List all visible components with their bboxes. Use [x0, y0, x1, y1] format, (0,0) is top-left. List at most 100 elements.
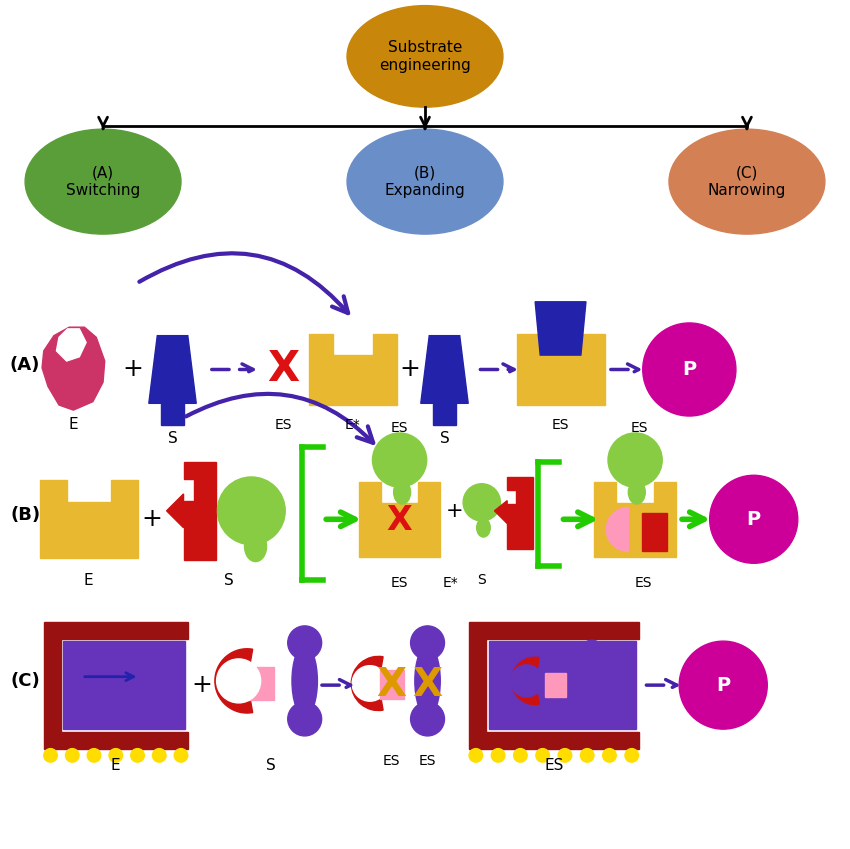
Polygon shape [469, 621, 638, 749]
Ellipse shape [288, 626, 321, 660]
Circle shape [65, 749, 79, 762]
Polygon shape [495, 501, 507, 524]
Text: (C): (C) [10, 672, 40, 690]
Polygon shape [507, 477, 533, 549]
Text: ES: ES [275, 418, 292, 431]
Polygon shape [546, 673, 566, 697]
Circle shape [491, 749, 505, 762]
Ellipse shape [288, 702, 321, 736]
Text: +: + [446, 501, 463, 520]
Circle shape [131, 749, 145, 762]
Ellipse shape [643, 323, 736, 416]
Circle shape [469, 749, 483, 762]
Polygon shape [167, 494, 184, 528]
Polygon shape [421, 335, 468, 403]
Polygon shape [359, 482, 440, 556]
Polygon shape [63, 641, 185, 729]
Text: E: E [84, 573, 94, 588]
Polygon shape [309, 334, 397, 405]
Wedge shape [606, 508, 628, 552]
Polygon shape [433, 403, 456, 424]
Circle shape [217, 659, 261, 703]
Text: (B)
Expanding: (B) Expanding [384, 166, 466, 198]
Ellipse shape [669, 129, 824, 234]
Ellipse shape [245, 531, 267, 561]
Ellipse shape [218, 477, 286, 545]
Polygon shape [161, 403, 184, 424]
Circle shape [88, 749, 101, 762]
Text: P: P [717, 676, 730, 694]
Polygon shape [642, 513, 667, 552]
Text: E: E [69, 417, 78, 432]
Ellipse shape [579, 640, 604, 666]
Polygon shape [149, 335, 196, 403]
Wedge shape [215, 649, 252, 713]
Circle shape [581, 749, 594, 762]
Text: ES: ES [544, 758, 564, 773]
Ellipse shape [679, 641, 768, 729]
Circle shape [536, 749, 549, 762]
Text: ES: ES [391, 576, 408, 590]
Text: S: S [439, 431, 450, 447]
Ellipse shape [628, 481, 645, 504]
Text: S: S [224, 573, 233, 588]
Text: (C)
Narrowing: (C) Narrowing [708, 166, 786, 198]
Polygon shape [42, 327, 105, 410]
Circle shape [152, 749, 166, 762]
Text: E*: E* [443, 576, 458, 590]
Polygon shape [517, 334, 604, 405]
Text: E: E [111, 758, 121, 773]
Polygon shape [56, 329, 86, 361]
Wedge shape [512, 657, 539, 705]
Text: ES: ES [391, 421, 408, 435]
Ellipse shape [581, 655, 602, 706]
Circle shape [109, 749, 122, 762]
Ellipse shape [26, 129, 181, 234]
Ellipse shape [608, 433, 662, 487]
Text: S: S [167, 431, 178, 447]
Polygon shape [184, 462, 216, 559]
Ellipse shape [579, 698, 604, 723]
Text: X: X [376, 666, 406, 704]
Polygon shape [380, 670, 404, 699]
Text: (A)
Switching: (A) Switching [66, 166, 140, 198]
Circle shape [352, 666, 388, 701]
Text: X: X [412, 666, 443, 704]
Text: ES: ES [631, 421, 648, 435]
Text: +: + [191, 673, 212, 697]
Circle shape [603, 749, 616, 762]
Polygon shape [39, 481, 138, 558]
Circle shape [43, 749, 57, 762]
Text: S: S [478, 573, 486, 588]
Text: +: + [122, 357, 143, 381]
Text: +: + [400, 357, 420, 381]
Text: (A): (A) [10, 357, 40, 374]
Polygon shape [247, 666, 275, 700]
Text: +: + [141, 507, 162, 531]
Polygon shape [536, 301, 586, 355]
Text: E*: E* [345, 418, 361, 431]
Polygon shape [594, 482, 676, 556]
Text: P: P [746, 509, 761, 529]
Text: ES: ES [552, 418, 570, 431]
Circle shape [511, 665, 543, 697]
Ellipse shape [463, 484, 501, 521]
Ellipse shape [411, 626, 445, 660]
Circle shape [174, 749, 188, 762]
Ellipse shape [394, 481, 411, 504]
Circle shape [513, 749, 527, 762]
Polygon shape [489, 641, 636, 729]
Ellipse shape [411, 702, 445, 736]
Ellipse shape [477, 519, 490, 537]
Ellipse shape [372, 433, 427, 487]
Ellipse shape [710, 475, 798, 563]
Polygon shape [43, 621, 188, 749]
Text: X: X [268, 348, 299, 391]
Ellipse shape [292, 645, 317, 717]
Ellipse shape [415, 645, 440, 717]
Text: ES: ES [419, 754, 436, 768]
Wedge shape [351, 656, 383, 711]
Ellipse shape [347, 129, 503, 234]
Text: P: P [683, 360, 696, 379]
Text: X: X [387, 504, 412, 537]
